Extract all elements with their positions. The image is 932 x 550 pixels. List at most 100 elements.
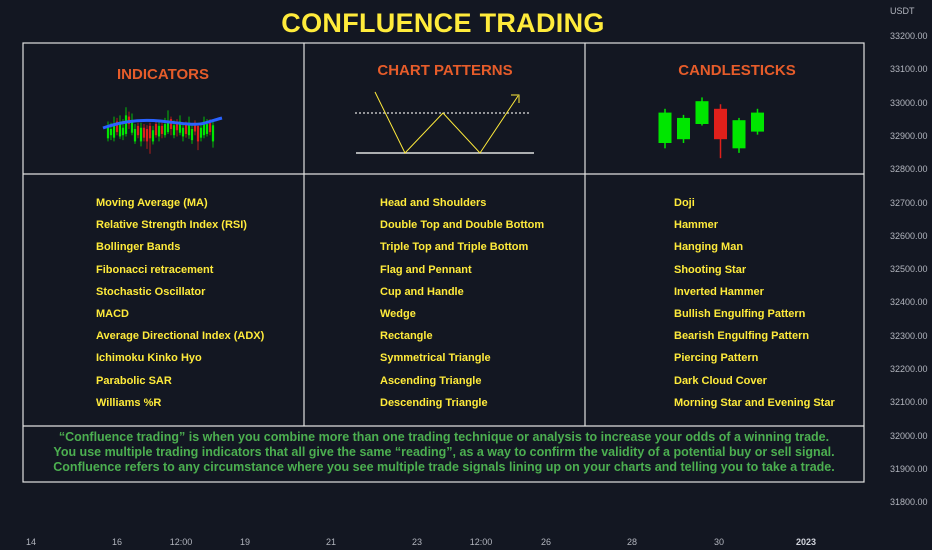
price-tick-label: 33100.00	[890, 64, 928, 75]
time-tick-label: 12:00	[469, 537, 493, 547]
pattern-arrow-head	[511, 94, 520, 103]
indicator-candle-body	[199, 127, 203, 138]
time-tick-label: 21	[325, 537, 337, 547]
time-tick-label: 30	[713, 537, 725, 547]
candlestick-item: Piercing Pattern	[674, 352, 759, 365]
chart-pattern-item: Symmetrical Triangle	[380, 352, 491, 365]
candle-body	[732, 120, 746, 149]
indicator-item: Fibonacci retracement	[96, 263, 214, 276]
indicator-candle-body	[145, 129, 149, 142]
indicator-item: Parabolic SAR	[96, 374, 172, 387]
candle-body	[677, 117, 690, 140]
candlesticks-list: Doji Hammer Hanging Man Shooting Star Invert…	[674, 196, 835, 418]
candlestick-item: Shooting Star	[674, 263, 747, 276]
price-tick-label: 32800.00	[890, 164, 928, 175]
table-border	[22, 42, 865, 483]
price-tick-label: 32600.00	[890, 230, 928, 241]
indicator-candles-illustration	[106, 107, 215, 154]
candlestick-item: Doji	[674, 197, 695, 209]
indicator-candle-body	[160, 125, 164, 134]
candle-body	[714, 108, 727, 140]
indicator-candle-body	[157, 125, 161, 137]
price-tick-label: 32400.00	[890, 297, 928, 308]
price-tick-label: 32900.00	[890, 130, 928, 141]
indicator-candle-body	[181, 127, 185, 137]
indicator-item: Moving Average (MA)	[96, 197, 208, 209]
indicator-candle-body	[184, 124, 188, 134]
indicator-candle-body	[142, 127, 146, 138]
indicator-candle-body	[187, 122, 191, 136]
time-tick-label: 28	[626, 537, 638, 547]
indicator-item: Bollinger Bands	[96, 241, 181, 254]
time-tick-label: 19	[239, 537, 251, 547]
chart-patterns-header: CHART PATTERNS	[377, 62, 513, 79]
candlesticks-header: CANDLESTICKS	[678, 62, 796, 79]
candle-body	[695, 101, 709, 124]
chart-pattern-item: Ascending Triangle	[380, 374, 482, 387]
indicator-candle-body	[172, 125, 176, 136]
price-tick-label: 32700.00	[890, 197, 928, 208]
indicator-candle-body	[175, 121, 179, 131]
indicator-candle-body	[109, 129, 113, 136]
indicator-candle-body	[130, 121, 134, 133]
price-tick-label: 32100.00	[890, 397, 928, 408]
indicator-candle-body	[193, 122, 197, 132]
chart-pattern-item: Flag and Pennant	[380, 263, 472, 276]
price-tick-label: 32200.00	[890, 364, 928, 374]
chart-pattern-item: Rectangle	[380, 330, 433, 343]
moving-average-line	[102, 116, 223, 130]
indicator-item: Relative Strength Index (RSI)	[96, 219, 247, 232]
candle-body	[658, 112, 672, 143]
description-line-2: You use multiple trading indicators that…	[53, 445, 835, 459]
price-axis-unit: USDT	[890, 6, 915, 16]
indicator-candle-body	[208, 122, 212, 133]
candlestick-item: Bearish Engulfing Pattern	[674, 330, 810, 343]
candlestick-item: Dark Cloud Cover	[674, 374, 767, 387]
indicator-item: Ichimoku Kinko Hyo	[96, 352, 202, 365]
indicator-candle-body	[121, 127, 125, 136]
chart-pattern-item: Descending Triangle	[380, 396, 488, 409]
price-tick-label: 32300.00	[890, 330, 928, 341]
indicators-header: INDICATORS	[117, 66, 209, 83]
chart-pattern-item: Triple Top and Triple Bottom	[380, 241, 529, 254]
indicator-candle-body	[136, 125, 140, 136]
indicator-candle-body	[154, 124, 158, 136]
indicator-candle-body	[118, 122, 122, 137]
candlestick-item: Inverted Hammer	[674, 285, 764, 298]
price-tick-label: 32500.00	[890, 264, 928, 275]
indicators-list: Moving Average (MA) Relative Strength Ind…	[96, 196, 264, 418]
indicator-candle-body	[148, 125, 152, 139]
price-tick-label: 33200.00	[890, 31, 928, 41]
indicator-candle-body	[163, 124, 167, 136]
price-tick-label: 32000.00	[890, 430, 928, 441]
time-tick-label: 12:00	[169, 537, 193, 547]
page-title: CONFLUENCE TRADING	[281, 8, 605, 38]
time-axis[interactable]: 14 16 12:00 19 21 23 12:00 26 28 30 2023	[0, 530, 884, 550]
indicator-candle-body	[211, 125, 215, 142]
indicator-candle-body	[151, 130, 155, 142]
candlesticks-illustration	[658, 97, 764, 159]
candlestick-item: Hanging Man	[674, 241, 744, 254]
chart-pattern-item: Head and Shoulders	[380, 197, 487, 209]
price-tick-label: 31800.00	[890, 497, 928, 508]
indicator-item: MACD	[96, 307, 129, 320]
time-tick-label: 16	[111, 537, 123, 547]
indicator-candle-body	[205, 124, 209, 134]
indicator-candle-body	[139, 127, 143, 142]
chart-pattern-item: Wedge	[380, 307, 416, 320]
candle-body	[751, 112, 764, 132]
description-line-1: “Confluence trading” is when you combine…	[58, 430, 830, 444]
time-tick-label: 14	[25, 537, 37, 547]
candlestick-item: Hammer	[674, 219, 719, 232]
chart-pattern-illustration	[355, 91, 534, 154]
price-axis[interactable]: USDT 33200.00 33100.00 33000.00 32900.00 328…	[884, 0, 932, 530]
time-tick-label: 2023	[795, 537, 817, 547]
indicator-candle-body	[178, 121, 182, 133]
candlestick-item: Bullish Engulfing Pattern	[674, 307, 806, 320]
indicator-candle-body	[115, 121, 119, 133]
chart-patterns-list: Head and Shoulders Double Top and Double …	[380, 196, 544, 418]
pattern-path	[374, 91, 519, 154]
time-tick-label: 23	[411, 537, 423, 547]
description-text: “Confluence trading” is when you combine…	[24, 430, 864, 475]
